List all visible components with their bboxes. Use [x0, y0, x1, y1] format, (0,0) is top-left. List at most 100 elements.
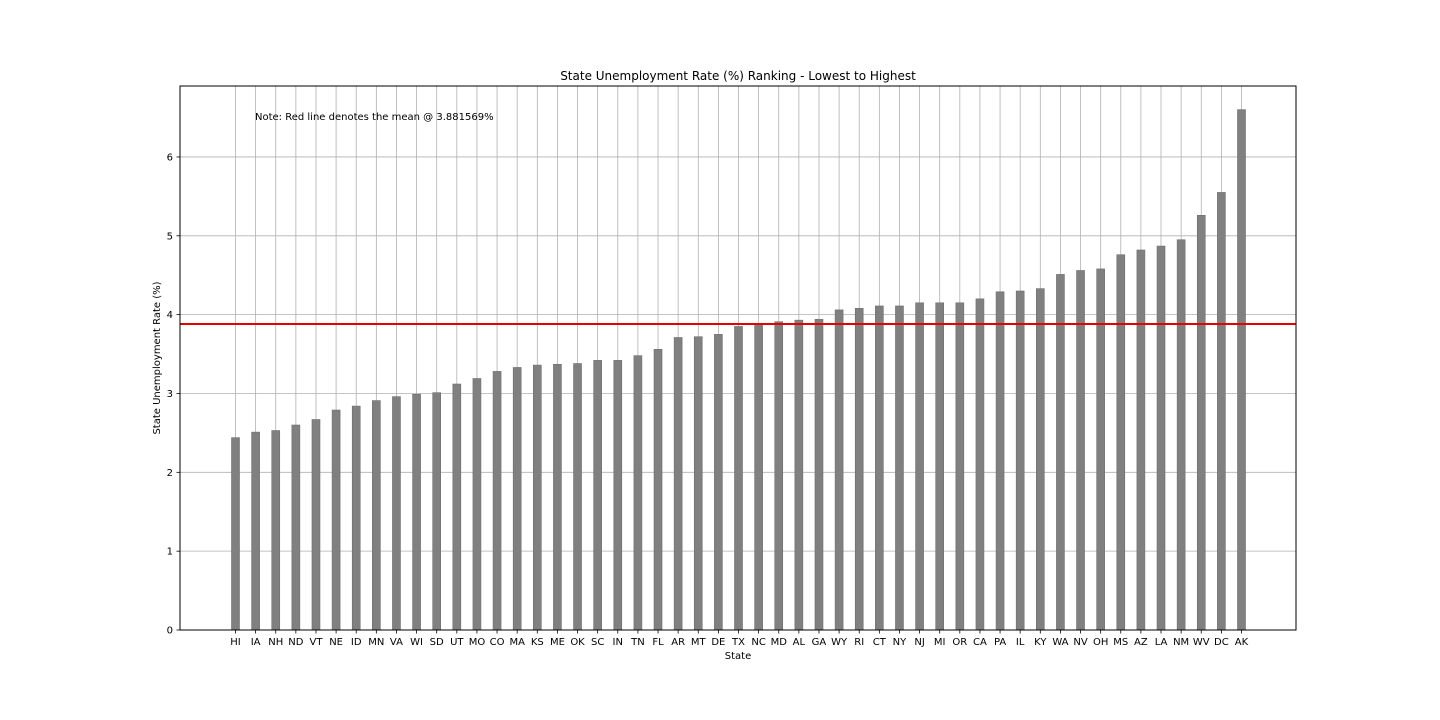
x-tick-label: MT	[691, 637, 707, 648]
x-tick-label: SC	[591, 637, 604, 648]
bar-de	[714, 334, 723, 631]
bar-wi	[412, 393, 421, 631]
bar-al	[794, 319, 804, 631]
x-tick-label: NH	[268, 637, 283, 648]
y-tick-label: 3	[167, 389, 173, 400]
bar-wv	[1196, 214, 1206, 631]
x-tick-label: IN	[613, 637, 623, 648]
bar-tx	[734, 326, 743, 631]
x-tick-label: WY	[831, 637, 848, 648]
y-tick-label: 4	[167, 310, 173, 321]
x-tick-label: AZ	[1134, 637, 1148, 648]
bar-ut	[452, 383, 462, 631]
x-tick-label: SD	[430, 637, 444, 648]
bar-mn	[372, 400, 381, 631]
x-tick-label: ND	[288, 637, 303, 648]
x-tick-label: RI	[854, 637, 864, 648]
bar-ny	[895, 305, 904, 631]
y-tick-label: 2	[167, 468, 173, 479]
bar-ca	[975, 298, 985, 631]
x-tick-label: LA	[1155, 637, 1168, 648]
x-tick-label: KY	[1034, 637, 1047, 648]
bar-dc	[1217, 192, 1226, 631]
plot-frame	[179, 85, 1297, 631]
x-tick-label: PA	[994, 637, 1006, 648]
bar-la	[1156, 245, 1166, 631]
bar-nh	[271, 430, 281, 631]
x-tick-label: KS	[531, 637, 544, 648]
x-tick-label: ME	[550, 637, 565, 648]
bar-co	[492, 371, 502, 631]
bar-ia	[251, 431, 260, 631]
x-tick-label: IA	[251, 637, 261, 648]
x-tick-label: TX	[731, 637, 745, 648]
x-tick-label: VT	[310, 637, 324, 648]
bar-ks	[532, 364, 542, 631]
y-axis-label: State Unemployment Rate (%)	[152, 281, 163, 434]
x-tick-label: NY	[893, 637, 907, 648]
bar-pa	[995, 291, 1005, 631]
bar-ma	[512, 367, 522, 631]
x-tick-label: MD	[771, 637, 788, 648]
bar-ky	[1036, 288, 1045, 631]
x-tick-label: CO	[490, 637, 505, 648]
x-tick-label: NV	[1073, 637, 1087, 648]
bar-ms	[1116, 254, 1126, 631]
bar-wy	[834, 309, 844, 631]
bar-nd	[291, 424, 301, 631]
x-tick-label: NE	[329, 637, 343, 648]
bar-ak	[1237, 109, 1246, 631]
bar-fl	[653, 349, 663, 631]
bar-nj	[915, 302, 924, 631]
bar-ne	[331, 409, 341, 631]
x-tick-label: FL	[652, 637, 664, 648]
x-tick-label: NM	[1173, 637, 1189, 648]
y-axis-ticks: 0 1 2 3 4 5 6	[167, 152, 180, 637]
bar-id	[351, 405, 361, 631]
x-tick-label: CA	[973, 637, 987, 648]
x-tick-label: ID	[351, 637, 362, 648]
bar-mo	[472, 378, 482, 631]
x-tick-label: CT	[873, 637, 887, 648]
y-tick-label: 0	[167, 626, 173, 637]
bar-me	[553, 364, 562, 631]
x-tick-label: AL	[793, 637, 806, 648]
bar-ga	[814, 319, 824, 631]
bar-ri	[854, 308, 864, 631]
bar-vt	[311, 419, 321, 631]
x-tick-label: MN	[368, 637, 384, 648]
bar-or	[955, 302, 965, 631]
x-tick-label: AK	[1235, 637, 1249, 648]
bar-nc	[754, 323, 763, 631]
x-tick-label: MA	[509, 637, 525, 648]
x-tick-label: MS	[1113, 637, 1128, 648]
x-tick-label: TN	[630, 637, 645, 648]
x-tick-label: OR	[952, 637, 967, 648]
x-tick-label: WA	[1052, 637, 1068, 648]
y-tick-label: 5	[167, 231, 173, 242]
x-tick-label: VA	[390, 637, 403, 648]
x-tick-label: OK	[570, 637, 585, 648]
x-tick-label: OH	[1093, 637, 1108, 648]
x-tick-label: MI	[934, 637, 946, 648]
x-axis-label: State	[725, 651, 751, 662]
x-tick-label: WV	[1193, 637, 1210, 648]
x-tick-label: GA	[812, 637, 827, 648]
bar-va	[392, 396, 401, 631]
bar-nm	[1176, 239, 1186, 631]
y-tick-label: 6	[167, 152, 173, 163]
x-tick-label: AR	[671, 637, 685, 648]
bar-ar	[673, 337, 683, 631]
bar-sd	[432, 392, 442, 631]
bar-hi	[231, 437, 240, 631]
bar-il	[1015, 290, 1025, 631]
x-tick-label: NJ	[914, 637, 924, 648]
bar-sc	[593, 360, 602, 631]
bar-ct	[875, 305, 884, 631]
bar-az	[1136, 249, 1146, 631]
x-tick-label: MO	[469, 637, 486, 648]
x-tick-label: IL	[1016, 637, 1025, 648]
x-axis-ticks: HI IA NH ND VT NE ID MN VA WI SD UT MO CO MA KS ME OK SC IN…	[230, 630, 1249, 648]
bar-ok	[573, 363, 582, 631]
